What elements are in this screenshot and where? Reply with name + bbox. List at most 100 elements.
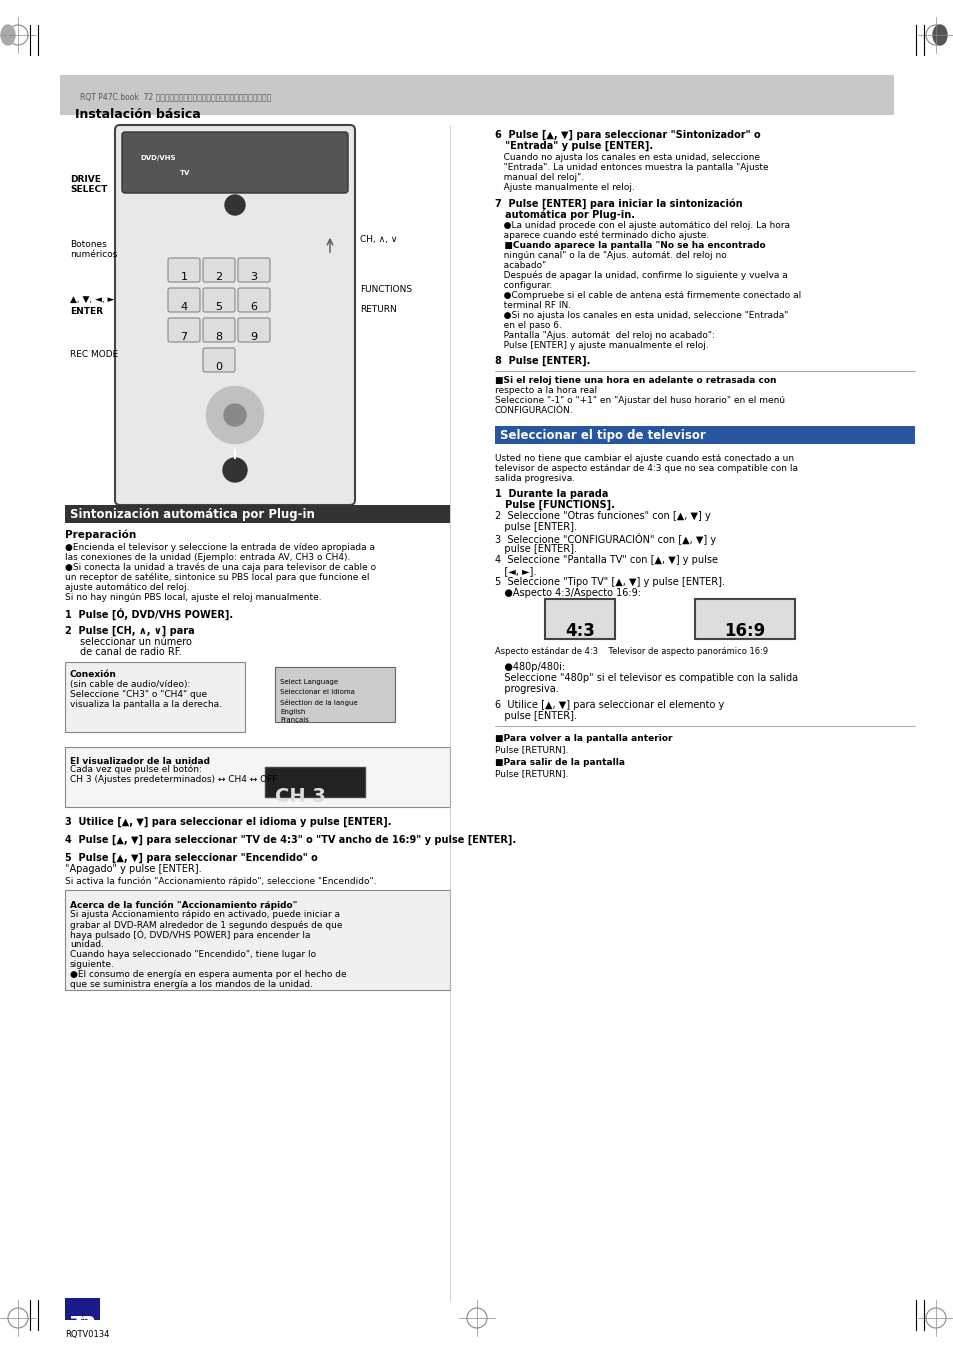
Text: "Entrada" y pulse [ENTER].: "Entrada" y pulse [ENTER]. [495,141,653,151]
Text: unidad.: unidad. [70,940,104,948]
Text: ajuste automático del reloj.: ajuste automático del reloj. [65,584,190,592]
Text: TV: TV [180,170,191,176]
Text: "Entrada". La unidad entonces muestra la pantalla "Ajuste: "Entrada". La unidad entonces muestra la… [495,163,768,172]
Text: ■Si el reloj tiene una hora en adelante o retrasada con: ■Si el reloj tiene una hora en adelante … [495,376,776,385]
Text: Sélection de la langue: Sélection de la langue [280,698,357,707]
FancyBboxPatch shape [115,126,355,505]
Text: CH 3: CH 3 [274,788,326,807]
Text: 6: 6 [251,303,257,312]
Text: ■Para salir de la pantalla: ■Para salir de la pantalla [495,758,624,767]
Bar [65,747,450,807]
Text: 8: 8 [215,332,222,342]
Text: 0: 0 [215,362,222,372]
Text: 9: 9 [251,332,257,342]
Text: 6  Utilice [▲, ▼] para seleccionar el elemento y: 6 Utilice [▲, ▼] para seleccionar el ele… [495,700,723,711]
Text: Acerca de la función "Accionamiento rápido": Acerca de la función "Accionamiento rápi… [70,900,297,909]
Text: que se suministra energía a los mandos de la unidad.: que se suministra energía a los mandos d… [70,979,313,989]
Bar [65,890,450,990]
Text: RQTV0134: RQTV0134 [65,1329,110,1339]
Text: "Apagado" y pulse [ENTER].: "Apagado" y pulse [ENTER]. [65,865,201,874]
Text: (sin cable de audio/vídeo):: (sin cable de audio/vídeo): [70,680,191,689]
Circle shape [223,458,247,482]
Text: Si ajusta Accionamiento rápido en activado, puede iniciar a: Si ajusta Accionamiento rápido en activa… [70,911,339,919]
Text: terminal RF IN.: terminal RF IN. [495,301,571,309]
Text: 5  Pulse [▲, ▼] para seleccionar "Encendido" o: 5 Pulse [▲, ▼] para seleccionar "Encendi… [65,852,317,863]
FancyBboxPatch shape [168,317,200,342]
Text: Si activa la función "Accionamiento rápido", seleccione "Encendido".: Si activa la función "Accionamiento rápi… [65,877,376,886]
Text: Sintonización automática por Plug-in: Sintonización automática por Plug-in [70,508,314,521]
Text: pulse [ENTER].: pulse [ENTER]. [495,521,577,532]
FancyBboxPatch shape [168,258,200,282]
FancyBboxPatch shape [203,288,234,312]
Text: ningún canal" o la de "Ajus. automát. del reloj no: ningún canal" o la de "Ajus. automát. de… [495,251,726,259]
Text: manual del reloj".: manual del reloj". [495,173,583,182]
Text: las conexiones de la unidad (Ejemplo: entrada AV, CH3 o CH4).: las conexiones de la unidad (Ejemplo: en… [65,553,350,562]
Text: pulse [ENTER].: pulse [ENTER]. [495,544,577,554]
Text: grabar al DVD-RAM alrededor de 1 segundo después de que: grabar al DVD-RAM alrededor de 1 segundo… [70,920,342,929]
Text: ●Compruebe si el cable de antena está firmemente conectado al: ●Compruebe si el cable de antena está fi… [495,290,801,300]
FancyBboxPatch shape [168,288,200,312]
Text: El visualizador de la unidad: El visualizador de la unidad [70,757,210,766]
Text: CH, ∧, ∨: CH, ∧, ∨ [359,235,397,245]
Text: ■Cuando aparece la pantalla "No se ha encontrado: ■Cuando aparece la pantalla "No se ha en… [495,240,765,250]
Circle shape [224,404,246,426]
Text: ENTER: ENTER [70,307,103,316]
Text: 7  Pulse [ENTER] para iniciar la sintonización: 7 Pulse [ENTER] para iniciar la sintoniz… [495,199,741,209]
Text: 8  Pulse [ENTER].: 8 Pulse [ENTER]. [495,357,590,366]
Bar [65,1298,100,1320]
Text: DVD/VHS: DVD/VHS [140,155,175,161]
Text: Pulse [RETURN].: Pulse [RETURN]. [495,744,568,754]
Circle shape [225,195,245,215]
Text: 1: 1 [180,272,188,282]
Text: salida progresiva.: salida progresiva. [495,474,575,484]
Text: 4  Pulse [▲, ▼] para seleccionar "TV de 4:3" o "TV ancho de 16:9" y pulse [ENTER: 4 Pulse [▲, ▼] para seleccionar "TV de 4… [65,835,516,846]
Text: 72: 72 [70,1315,97,1333]
Text: CONFIGURACIÓN.: CONFIGURACIÓN. [495,407,573,415]
FancyBboxPatch shape [203,258,234,282]
Text: 7: 7 [180,332,188,342]
FancyBboxPatch shape [203,317,234,342]
Text: REC MODE: REC MODE [70,350,118,359]
Text: 4:3: 4:3 [564,621,595,640]
Text: Pulse [RETURN].: Pulse [RETURN]. [495,769,568,778]
Bar [65,505,450,523]
Ellipse shape [1,26,15,45]
Text: un receptor de satélite, sintonice su PBS local para que funcione el: un receptor de satélite, sintonice su PB… [65,573,369,582]
Text: English: English [280,709,305,715]
Text: numéricos: numéricos [70,250,117,259]
Text: televisor de aspecto estándar de 4:3 que no sea compatible con la: televisor de aspecto estándar de 4:3 que… [495,463,797,473]
Text: CH 3 (Ajustes predeterminados) ↔ CH4 ↔ OFF: CH 3 (Ajustes predeterminados) ↔ CH4 ↔ O… [70,775,277,784]
Text: ■Para volver a la pantalla anterior: ■Para volver a la pantalla anterior [495,734,672,743]
Text: 3  Utilice [▲, ▼] para seleccionar el idioma y pulse [ENTER].: 3 Utilice [▲, ▼] para seleccionar el idi… [65,817,391,827]
Text: 1  Durante la parada: 1 Durante la parada [495,489,608,499]
Text: respecto a la hora real: respecto a la hora real [495,386,597,394]
Text: Seleccione "-1" o "+1" en "Ajustar del huso horario" en el menú: Seleccione "-1" o "+1" en "Ajustar del h… [495,396,784,405]
Text: haya pulsado [Ó, DVD/VHS POWER] para encender la: haya pulsado [Ó, DVD/VHS POWER] para enc… [70,929,310,940]
Text: RETURN: RETURN [359,305,396,313]
Text: Seleccione "480p" si el televisor es compatible con la salida: Seleccione "480p" si el televisor es com… [495,673,798,684]
Bar [695,598,794,639]
FancyBboxPatch shape [237,258,270,282]
FancyBboxPatch shape [237,317,270,342]
Text: progresiva.: progresiva. [495,684,558,694]
Text: ●La unidad procede con el ajuste automático del reloj. La hora: ●La unidad procede con el ajuste automát… [495,222,789,230]
Text: seleccionar un número: seleccionar un número [80,638,192,647]
Text: 4: 4 [180,303,188,312]
Text: Pulse [ENTER] y ajuste manualmente el reloj.: Pulse [ENTER] y ajuste manualmente el re… [495,340,708,350]
Bar [274,667,395,721]
Text: ▲, ▼, ◄, ►: ▲, ▼, ◄, ► [70,295,114,304]
Text: 2  Seleccione "Otras funciones" con [▲, ▼] y: 2 Seleccione "Otras funciones" con [▲, ▼… [495,511,710,521]
Bar [544,598,615,639]
Text: de canal de radio RF.: de canal de radio RF. [80,647,182,657]
Text: siguiente.: siguiente. [70,961,114,969]
Text: DRIVE: DRIVE [70,176,101,184]
Text: Cuando no ajusta los canales en esta unidad, seleccione: Cuando no ajusta los canales en esta uni… [495,153,760,162]
Text: pulse [ENTER].: pulse [ENTER]. [495,711,577,721]
FancyBboxPatch shape [203,349,234,372]
Text: acabado": acabado" [495,261,546,270]
Text: configurar.: configurar. [495,281,552,290]
Text: 3  Seleccione "CONFIGURACIÓN" con [▲, ▼] y: 3 Seleccione "CONFIGURACIÓN" con [▲, ▼] … [495,534,716,544]
Text: Select Language: Select Language [280,680,337,685]
Text: ●480p/480i:: ●480p/480i: [495,662,564,671]
Text: ●Si conecta la unidad a través de una caja para televisor de cable o: ●Si conecta la unidad a través de una ca… [65,563,375,573]
